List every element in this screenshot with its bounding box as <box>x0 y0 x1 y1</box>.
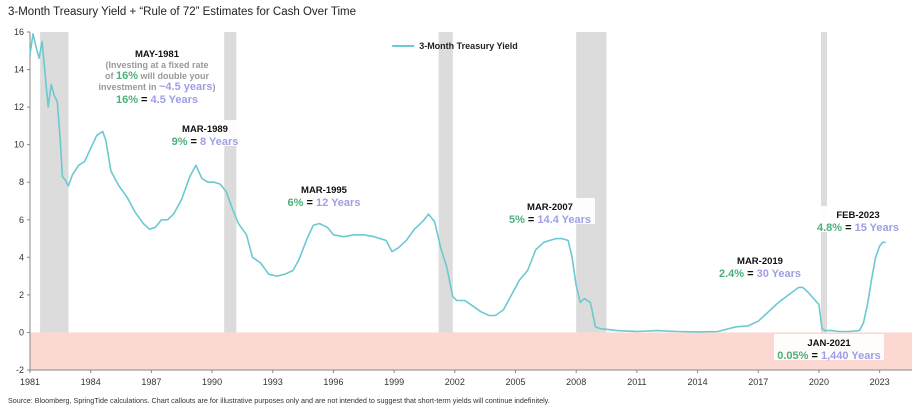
x-tick-label: 1993 <box>263 377 283 387</box>
x-tick-label: 2005 <box>505 377 525 387</box>
annotation-equals: = <box>525 214 538 226</box>
y-tick-label: 12 <box>14 102 24 112</box>
annotation-rule-of-72: 9% = 8 Years <box>172 136 239 148</box>
x-tick-label: 2008 <box>566 377 586 387</box>
annotation-years: 15 Years <box>855 222 899 234</box>
annotation-backdrop <box>774 334 884 360</box>
annotation-rate: 2.4% <box>719 268 744 280</box>
y-tick-label: 2 <box>19 290 24 300</box>
annotation-date: MAY-1981 <box>135 49 180 60</box>
annotation-note-highlight: ~4.5 years <box>159 81 213 93</box>
annotation-backdrop <box>813 206 903 232</box>
annotation-date: FEB-2023 <box>836 210 879 221</box>
x-tick-label: 1981 <box>20 377 40 387</box>
x-tick-label: 2011 <box>627 377 646 387</box>
x-tick-label: 2020 <box>809 377 829 387</box>
x-tick-label: 2023 <box>870 377 890 387</box>
negative-yield-band <box>30 332 912 370</box>
annotation-note-text: of <box>105 71 116 81</box>
annotation-date: JAN-2021 <box>807 338 851 349</box>
annotation-backdrop <box>169 120 241 146</box>
y-tick-label: 4 <box>19 252 24 262</box>
annotation-rule-of-72: 6% = 12 Years <box>288 197 361 209</box>
annotation-years: 1,440 Years <box>821 350 881 362</box>
annotation-backdrop <box>285 181 363 207</box>
x-tick-label: 2017 <box>748 377 768 387</box>
annotation-date: MAR-1989 <box>182 124 228 135</box>
recession-band <box>40 32 69 370</box>
annotation-note-line: investment in ~4.5 years) <box>98 81 215 93</box>
annotation-rule-of-72: 2.4% = 30 Years <box>719 268 801 280</box>
x-tick-label: 2014 <box>688 377 708 387</box>
annotation-note-line: (Investing at a fixed rate <box>105 60 208 70</box>
x-tick-label: 1996 <box>323 377 343 387</box>
annotation-date: MAR-2019 <box>737 256 783 267</box>
annotation-rate: 4.8% <box>817 222 842 234</box>
annotation-note-line: of 16% will double your <box>105 70 210 82</box>
annotation-note-text: will double your <box>138 71 210 81</box>
annotation-rule-of-72: 16% = 4.5 Years <box>116 94 198 106</box>
annotation-years: 14.4 Years <box>537 214 591 226</box>
y-tick-label: 8 <box>19 177 24 187</box>
annotation-rule-of-72: 0.05% = 1,440 Years <box>777 350 881 362</box>
annotation-years: 4.5 Years <box>151 94 199 106</box>
annotation-rule-of-72: 5% = 14.4 Years <box>509 214 591 226</box>
annotation-equals: = <box>138 94 151 106</box>
annotation-equals: = <box>842 222 855 234</box>
annotation-note-text: investment in <box>98 82 159 92</box>
annotation-years: 8 Years <box>200 136 238 148</box>
annotation-years: 30 Years <box>757 268 801 280</box>
x-tick-label: 1999 <box>384 377 404 387</box>
y-tick-label: 10 <box>14 140 24 150</box>
annotation-backdrop <box>505 198 595 224</box>
y-tick-label: 6 <box>19 215 24 225</box>
annotation-equals: = <box>808 350 821 362</box>
annotation-rate: 16% <box>116 94 138 106</box>
legend-label: 3-Month Treasury Yield <box>419 41 518 51</box>
annotation-rate: 0.05% <box>777 350 808 362</box>
y-tick-label: 16 <box>14 27 24 37</box>
chart-title: 3-Month Treasury Yield + “Rule of 72” Es… <box>8 6 357 18</box>
annotation-equals: = <box>303 197 316 209</box>
annotation-rate: 5% <box>509 214 525 226</box>
annotation-date: MAR-1995 <box>301 185 348 196</box>
annotation-backdrop <box>715 252 805 278</box>
annotation-equals: = <box>744 268 757 280</box>
x-tick-label: 2002 <box>445 377 465 387</box>
annotation-rate: 9% <box>172 136 188 148</box>
annotation-rule-of-72: 4.8% = 15 Years <box>817 222 899 234</box>
recession-band <box>820 32 828 370</box>
y-tick-label: 0 <box>19 327 24 337</box>
annotation-note-text: (Investing at a fixed rate <box>105 60 208 70</box>
annotation-date: MAR-2007 <box>527 202 573 213</box>
annotation-years: 12 Years <box>316 197 360 209</box>
annotation-note-text: ) <box>213 82 216 92</box>
annotation-equals: = <box>188 136 201 148</box>
series-line-3m-treasury-yield <box>29 33 886 333</box>
x-tick-label: 1987 <box>141 377 161 387</box>
recession-band <box>438 32 453 370</box>
annotation-note-highlight: 16% <box>116 70 138 82</box>
footnote: Source: Bloomberg, SpringTide calculatio… <box>8 396 550 405</box>
y-tick-label: 14 <box>14 65 24 75</box>
annotation-backdrop <box>102 45 212 103</box>
y-tick-label: -2 <box>16 365 24 375</box>
annotation-rate: 6% <box>288 197 304 209</box>
x-tick-label: 1990 <box>202 377 222 387</box>
x-tick-label: 1984 <box>81 377 101 387</box>
